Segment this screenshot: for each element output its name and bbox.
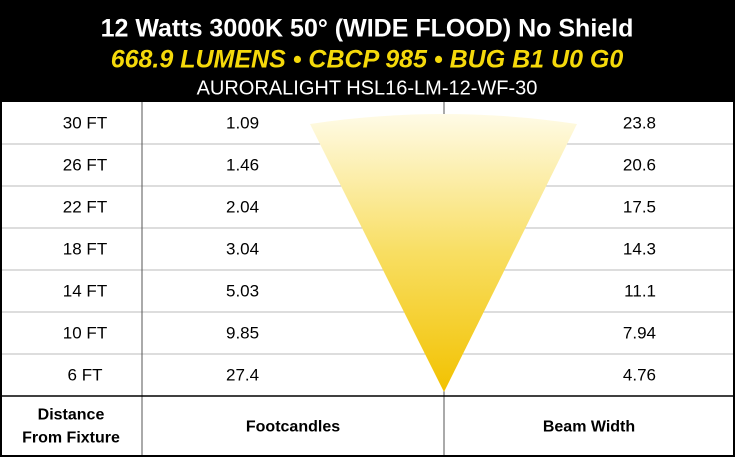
beam-width: 4.76 <box>623 365 656 384</box>
distance: 22 FT <box>63 197 107 216</box>
footcandles: 5.03 <box>226 281 259 300</box>
column-header: From Fixture <box>22 430 120 447</box>
column-header: Distance <box>38 407 105 424</box>
beam-width: 17.5 <box>623 197 656 216</box>
subtitle: 668.9 LUMENS • CBCP 985 • BUG B1 U0 G0 <box>111 46 624 74</box>
distance: 18 FT <box>63 239 107 258</box>
beam-width: 20.6 <box>623 155 656 174</box>
title: 12 Watts 3000K 50° (WIDE FLOOD) No Shiel… <box>101 15 634 43</box>
distance: 6 FT <box>68 365 103 384</box>
column-header: Footcandles <box>246 419 340 436</box>
footcandles: 1.09 <box>226 113 259 132</box>
beam-width: 11.1 <box>624 281 656 300</box>
distance: 14 FT <box>63 281 107 300</box>
beam-width: 23.8 <box>623 113 656 132</box>
beam-width: 14.3 <box>623 239 656 258</box>
distance: 30 FT <box>63 113 107 132</box>
column-header: Beam Width <box>543 419 635 436</box>
photometric-card: 12 Watts 3000K 50° (WIDE FLOOD) No Shiel… <box>0 0 735 457</box>
beam-cone <box>310 114 577 392</box>
footcandles: 27.4 <box>226 365 259 384</box>
footcandles: 9.85 <box>226 323 259 342</box>
footcandles: 3.04 <box>226 239 259 258</box>
model: AURORALIGHT HSL16-LM-12-WF-30 <box>197 77 538 99</box>
distance: 26 FT <box>63 155 107 174</box>
beam-width: 7.94 <box>623 323 656 342</box>
distance: 10 FT <box>63 323 107 342</box>
footcandles: 2.04 <box>226 197 259 216</box>
footcandles: 1.46 <box>226 155 259 174</box>
